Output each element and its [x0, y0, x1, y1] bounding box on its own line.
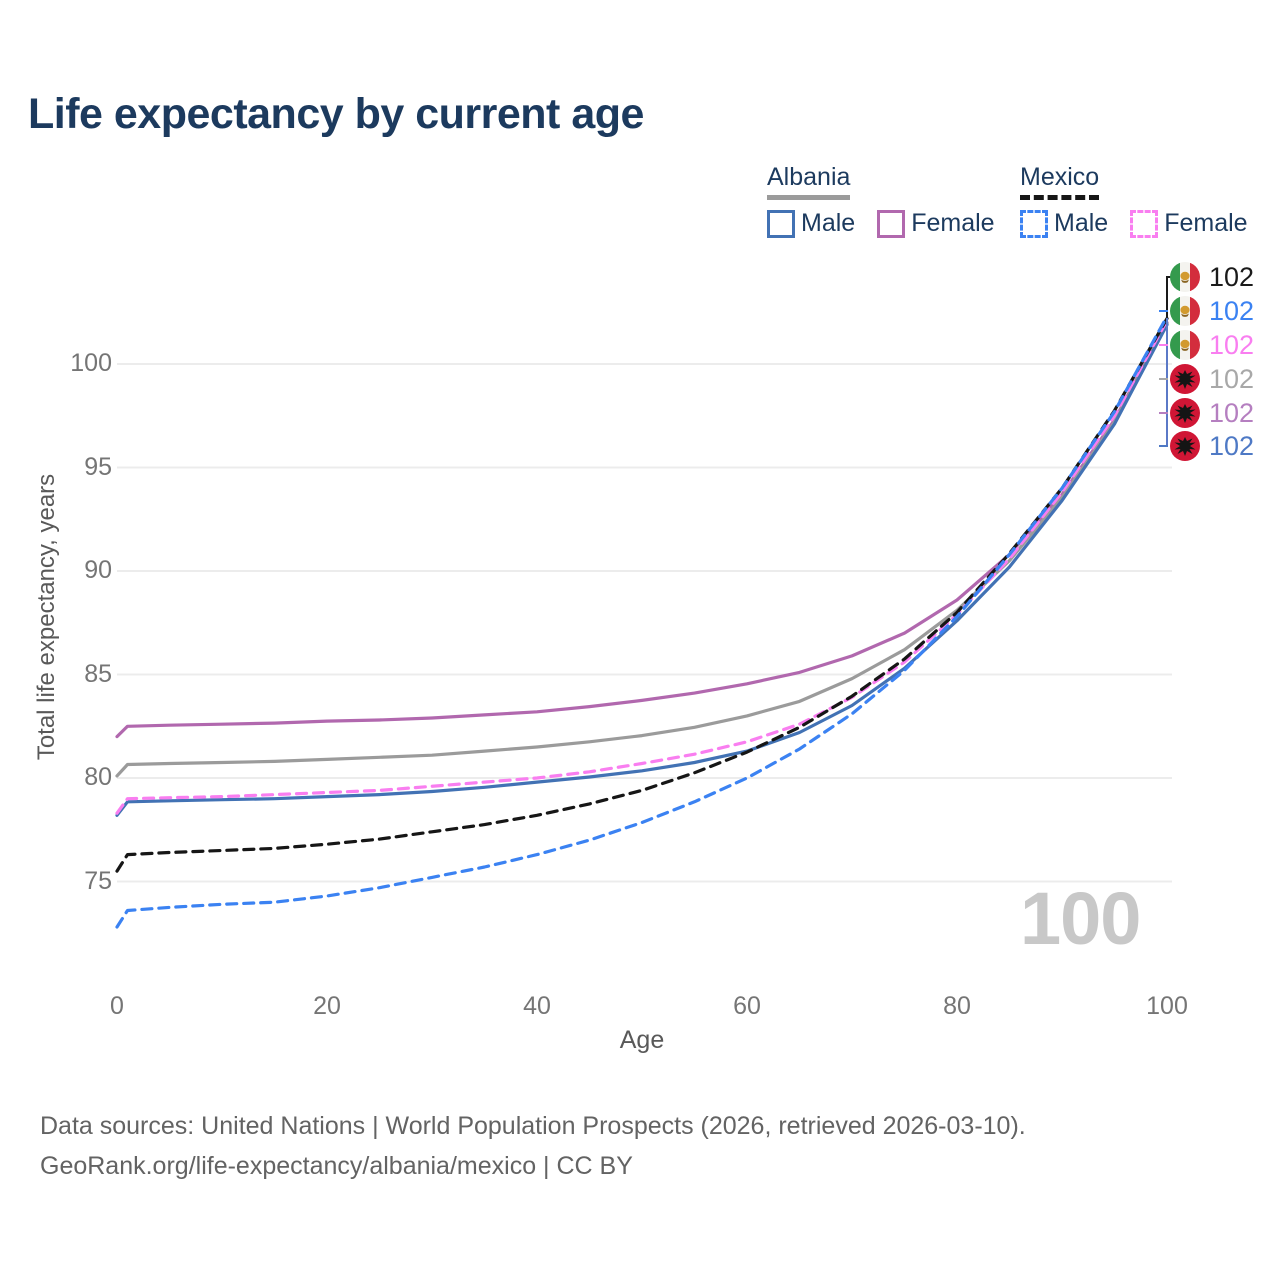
x-tick-label: 40	[523, 992, 551, 1020]
y-tick-label: 85	[84, 659, 112, 688]
footer-sources: Data sources: United Nations | World Pop…	[40, 1112, 1026, 1140]
x-tick-label: 20	[313, 992, 341, 1020]
y-tick-label: 95	[84, 452, 112, 481]
end-value: 102	[1209, 261, 1255, 292]
series-line-mexico-female[interactable]	[115, 318, 1169, 815]
legend-group-albania: Albania Male Female	[767, 163, 995, 238]
x-tick-label: 0	[110, 992, 124, 1020]
mexico-female-swatch-icon	[1130, 209, 1159, 238]
legend-label-albania-male: Male	[801, 209, 856, 237]
end-value: 102	[1209, 295, 1255, 326]
x-tick-label: 60	[733, 992, 761, 1020]
page-title: Life expectancy by current age	[28, 90, 644, 138]
end-label-mexico-male: 102	[1170, 294, 1254, 328]
end-label-mexico-total: 102	[1170, 260, 1254, 294]
legend-group-mexico: Mexico Male Female	[1020, 163, 1248, 238]
series-line-albania-female[interactable]	[115, 321, 1169, 739]
legend-label-mexico-male: Male	[1054, 209, 1109, 237]
legend-item-albania-female[interactable]: Female	[877, 209, 995, 238]
footer: Data sources: United Nations | World Pop…	[40, 1106, 1026, 1186]
series-line-mexico-male[interactable]	[115, 314, 1169, 929]
albania-flag-icon	[1170, 431, 1200, 461]
albania-female-swatch-icon	[877, 209, 906, 238]
x-tick-label: 100	[1146, 992, 1188, 1020]
legend-label-mexico-female: Female	[1164, 209, 1248, 237]
y-tick-label: 75	[84, 866, 112, 895]
legend-country-albania[interactable]: Albania	[767, 163, 851, 200]
mexico-flag-icon	[1170, 330, 1200, 360]
end-value: 102	[1209, 363, 1255, 394]
legend-item-mexico-female[interactable]: Female	[1130, 209, 1248, 238]
mexico-flag-icon	[1170, 262, 1200, 292]
end-value: 102	[1209, 397, 1255, 428]
albania-flag-icon	[1170, 364, 1200, 394]
x-tick-label: 80	[943, 992, 971, 1020]
end-label-albania-female: 102	[1170, 396, 1254, 430]
albania-male-swatch-icon	[767, 209, 795, 238]
series-line-albania-total[interactable]	[115, 322, 1169, 778]
end-value: 102	[1209, 329, 1255, 360]
series-line-albania-male[interactable]	[115, 323, 1169, 817]
legend-label-albania-female: Female	[911, 209, 995, 237]
legend-item-albania-male[interactable]: Male	[767, 209, 855, 238]
y-tick-label: 80	[84, 763, 112, 791]
mexico-flag-icon	[1170, 296, 1200, 326]
hover-age-watermark: 100	[1020, 877, 1141, 960]
x-axis-title: Age	[619, 1026, 665, 1054]
end-label-mexico-female: 102	[1170, 328, 1254, 362]
y-tick-label: 100	[70, 349, 112, 377]
y-tick-label: 90	[84, 556, 112, 584]
legend-item-mexico-male[interactable]: Male	[1020, 209, 1108, 238]
end-label-albania-male: 102	[1170, 429, 1254, 463]
end-label-albania-total: 102	[1170, 362, 1254, 396]
end-value: 102	[1209, 430, 1255, 461]
legend-country-mexico[interactable]: Mexico	[1020, 163, 1100, 200]
series-line-mexico-total[interactable]	[115, 316, 1169, 873]
mexico-male-swatch-icon	[1020, 209, 1048, 238]
albania-flag-icon	[1170, 398, 1200, 428]
footer-attribution: GeoRank.org/life-expectancy/albania/mexi…	[40, 1152, 633, 1180]
